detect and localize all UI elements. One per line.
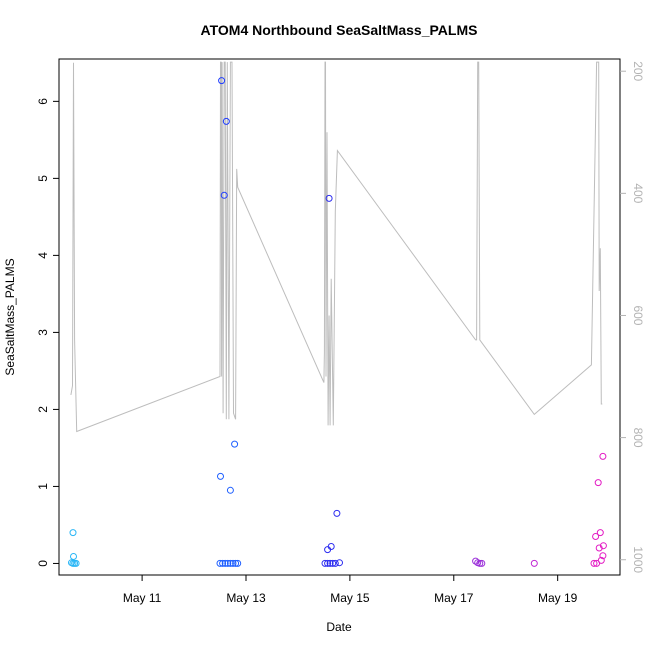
data-point: [326, 559, 334, 567]
data-point: [226, 559, 234, 567]
data-point: [220, 191, 228, 199]
data-point: [333, 509, 341, 517]
data-point: [476, 559, 484, 567]
data-point: [329, 559, 337, 567]
data-point: [221, 559, 229, 567]
data-point: [478, 559, 486, 567]
y-tick-label: 6: [36, 98, 50, 105]
data-points: [68, 77, 607, 567]
data-point: [593, 559, 601, 567]
data-point: [72, 559, 80, 567]
secondary-line: [70, 61, 603, 433]
x-tick-label: May 11: [123, 591, 162, 605]
data-point: [596, 529, 604, 537]
right-tick-label: 600: [631, 305, 645, 325]
data-point: [234, 559, 242, 567]
data-point: [599, 542, 607, 550]
x-tick-label: May 13: [226, 591, 266, 605]
chart-title: ATOM4 Northbound SeaSaltMass_PALMS: [201, 22, 478, 38]
data-point: [325, 194, 333, 202]
data-point: [324, 559, 332, 567]
y-tick-label: 2: [36, 406, 50, 413]
data-point: [224, 559, 232, 567]
data-point: [219, 559, 227, 567]
data-point: [231, 440, 239, 448]
right-tick-label: 1000: [631, 546, 645, 573]
data-point: [222, 117, 230, 125]
data-point: [217, 472, 224, 480]
data-point: [594, 479, 602, 487]
data-point: [324, 546, 332, 554]
data-point: [226, 486, 234, 494]
data-point: [595, 544, 603, 552]
data-point: [599, 552, 607, 560]
secondary-y-axis: 200 400 600 800 1000: [620, 61, 645, 573]
data-point: [472, 557, 480, 565]
right-tick-label: 200: [631, 61, 645, 81]
data-point: [599, 452, 607, 460]
x-tick-label: May 19: [538, 591, 578, 605]
x-axis-label: Date: [326, 620, 352, 634]
data-point: [331, 559, 339, 567]
y-tick-label: 0: [36, 560, 50, 567]
data-point: [321, 559, 329, 567]
data-point: [530, 559, 538, 567]
y-axis-label: SeaSaltMass_PALMS: [3, 258, 17, 375]
y-tick-label: 1: [36, 483, 50, 490]
data-point: [232, 559, 240, 567]
x-tick-label: May 15: [330, 591, 370, 605]
y-tick-label: 3: [36, 329, 50, 336]
plot-border: [58, 58, 621, 576]
data-point: [590, 559, 598, 567]
y-tick-label: 5: [36, 175, 50, 182]
data-point: [336, 559, 343, 567]
data-point: [592, 533, 600, 540]
x-tick-label: May 17: [434, 591, 474, 605]
y-axis: 0 1 2 3 4 5 6: [36, 98, 59, 567]
data-point: [70, 553, 77, 560]
data-point: [216, 559, 224, 567]
data-point: [229, 559, 237, 567]
data-point: [69, 529, 77, 537]
data-point: [218, 77, 226, 85]
pressure-line: [70, 61, 603, 433]
x-axis: May 11 May 13 May 15 May 17 May 19: [123, 575, 578, 605]
right-tick-label: 800: [631, 428, 645, 448]
right-tick-label: 400: [631, 183, 645, 203]
y-tick-label: 4: [36, 252, 50, 259]
